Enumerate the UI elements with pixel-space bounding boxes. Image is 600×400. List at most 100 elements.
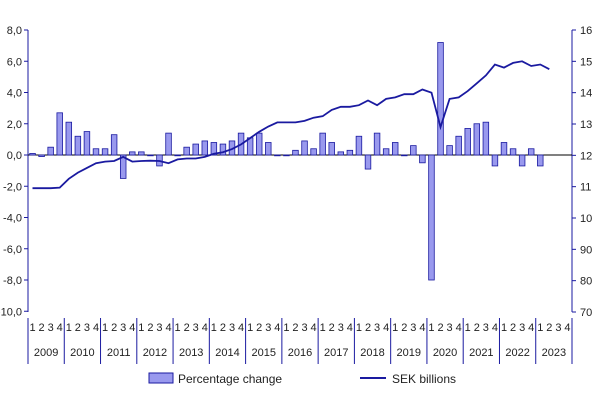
bar-percentage-change — [473, 123, 481, 156]
quarter-tick-label: 3 — [156, 322, 162, 334]
quarter-tick-label: 1 — [283, 322, 289, 334]
bar-percentage-change — [527, 148, 535, 156]
quarter-tick-label: 4 — [93, 322, 99, 334]
bar-percentage-change — [47, 146, 54, 156]
bar-percentage-change — [446, 145, 453, 156]
quarter-tick-label: 4 — [274, 322, 280, 334]
bar-percentage-change — [410, 145, 417, 156]
bar-percentage-change — [101, 148, 109, 156]
bar-percentage-change — [419, 154, 426, 164]
bar-percentage-change — [165, 132, 172, 156]
bar-percentage-change — [201, 140, 209, 156]
right-tick-label: 10 — [580, 213, 592, 225]
quarter-tick-label: 4 — [383, 322, 389, 334]
quarter-tick-label: 3 — [84, 322, 90, 334]
quarter-tick-label: 1 — [247, 322, 253, 334]
quarter-tick-label: 4 — [456, 322, 462, 334]
quarter-tick-label: 2 — [75, 322, 81, 334]
legend-swatch-percentage-change — [148, 372, 174, 384]
bar-percentage-change — [110, 134, 118, 156]
bar-percentage-change — [337, 151, 345, 156]
legend: Percentage change SEK billions — [148, 372, 456, 386]
bar-percentage-change — [319, 132, 326, 156]
bar-percentage-change — [74, 135, 82, 156]
quarter-tick-label: 4 — [311, 322, 317, 334]
quarter-tick-label: 4 — [238, 322, 244, 334]
left-tick-label: 8,0 — [7, 25, 22, 37]
bar-percentage-change — [301, 140, 308, 156]
year-tick-label: 2017 — [324, 347, 348, 359]
bar-percentage-change — [509, 148, 517, 156]
quarter-tick-label: 2 — [256, 322, 262, 334]
quarter-tick-label: 3 — [193, 322, 199, 334]
bar-percentage-change — [92, 148, 100, 156]
left-tick-label: 4,0 — [7, 88, 22, 100]
year-tick-label: 2019 — [397, 347, 421, 359]
bar-percentage-change — [119, 154, 127, 179]
quarter-tick-label: 4 — [419, 322, 425, 334]
quarter-tick-label: 2 — [184, 322, 190, 334]
bar-percentage-change — [355, 135, 363, 156]
quarter-tick-label: 1 — [465, 322, 471, 334]
bar-percentage-change — [147, 154, 154, 157]
year-tick-label: 2013 — [179, 347, 203, 359]
quarter-tick-label: 2 — [474, 322, 480, 334]
quarter-tick-label: 2 — [292, 322, 298, 334]
year-tick-label: 2015 — [251, 347, 275, 359]
line-path-sek-billions — [32, 60, 550, 190]
right-tick-label: 90 — [580, 244, 592, 256]
quarter-tick-label: 4 — [528, 322, 534, 334]
year-tick-label: 2020 — [433, 347, 457, 359]
bar-percentage-change — [265, 142, 272, 156]
axes: 8,0 6,0 4,0 2,0 0,0 -2,0 -4,0 -6,0 -8,0 -10,0 16 15… — [0, 25, 592, 319]
quarter-tick-label: 3 — [48, 322, 54, 334]
legend-label-percentage-change: Percentage change — [178, 372, 282, 386]
bar-percentage-change — [138, 151, 145, 156]
quarter-tick-label: 2 — [147, 322, 153, 334]
bar-percentage-change — [38, 154, 45, 157]
bar-percentage-change — [65, 121, 73, 156]
bar-percentage-change — [274, 154, 281, 157]
bar-percentage-change — [292, 149, 299, 156]
bar-percentage-change — [391, 142, 399, 156]
quarter-tick-label: 2 — [437, 322, 443, 334]
quarter-tick-label: 3 — [265, 322, 271, 334]
bar-percentage-change — [500, 142, 508, 156]
quarter-tick-label: 1 — [356, 322, 362, 334]
quarter-tick-label: 2 — [111, 322, 117, 334]
right-tick-label: 14 — [580, 88, 592, 100]
bar-percentage-change — [255, 132, 263, 156]
year-tick-label: 2018 — [360, 347, 384, 359]
bar-percentage-change — [129, 151, 136, 156]
quarter-tick-label: 1 — [392, 322, 398, 334]
quarter-tick-label: 2 — [510, 322, 516, 334]
quarter-tick-label: 2 — [220, 322, 226, 334]
bar-percentage-change — [192, 143, 199, 156]
bar-percentage-change — [219, 143, 227, 156]
year-tick-label: 2016 — [288, 347, 312, 359]
right-tick-label: 15 — [580, 56, 592, 68]
bar-percentage-change — [83, 131, 91, 156]
quarter-tick-label: 3 — [447, 322, 453, 334]
year-tick-label: 2010 — [70, 347, 94, 359]
quarter-tick-label: 2 — [401, 322, 407, 334]
bar-percentage-change — [482, 121, 490, 156]
year-tick-label: 2022 — [505, 347, 529, 359]
quarter-tick-label: 4 — [202, 322, 208, 334]
left-tick-label: 0,0 — [7, 150, 22, 162]
quarter-tick-label: 3 — [301, 322, 307, 334]
quarter-tick-label: 2 — [39, 322, 45, 334]
bar-percentage-change — [437, 42, 444, 156]
quarter-tick-label: 4 — [129, 322, 135, 334]
quarter-tick-label: 1 — [138, 322, 144, 334]
year-tick-label: 2012 — [143, 347, 167, 359]
right-tick-label: 80 — [580, 276, 592, 288]
quarter-tick-label: 1 — [537, 322, 543, 334]
quarter-tick-label: 1 — [501, 322, 507, 334]
bar-percentage-change — [29, 153, 36, 156]
left-tick-label: -10,0 — [0, 306, 22, 318]
bar-percentage-change — [401, 154, 408, 157]
year-tick-label: 2009 — [34, 347, 58, 359]
left-tick-label: -6,0 — [3, 244, 22, 256]
